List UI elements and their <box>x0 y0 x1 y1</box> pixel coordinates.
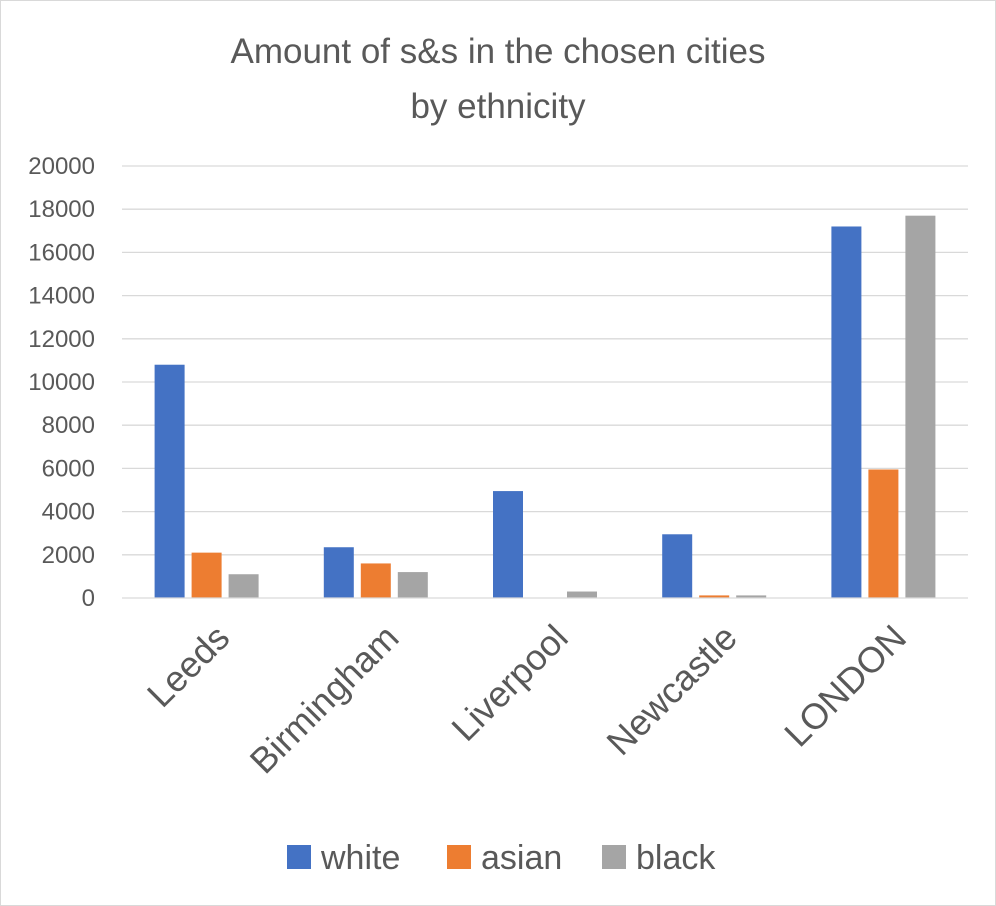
x-tick-label: LONDON <box>776 617 914 755</box>
chart-title-line-2: by ethnicity <box>410 87 586 126</box>
bar-asian-leeds <box>191 552 222 598</box>
y-tick-label: 10000 <box>28 369 95 396</box>
y-tick-label: 18000 <box>28 196 95 223</box>
bars <box>154 215 936 599</box>
y-tick-label: 20000 <box>28 153 95 180</box>
y-tick-label: 12000 <box>28 326 95 353</box>
bar-black-birmingham <box>397 572 428 598</box>
chart-title: Amount of s&s in the chosen cities by et… <box>231 32 766 126</box>
bar-black-newcastle <box>736 595 767 598</box>
legend-label-black: black <box>636 839 716 877</box>
legend-swatch-asian <box>447 845 471 869</box>
y-tick-label: 0 <box>82 585 95 612</box>
bar-white-liverpool <box>493 491 523 598</box>
x-tick-label: Birmingham <box>242 617 407 782</box>
y-axis-tick-labels: 0 2000 4000 6000 8000 10000 12000 14000 16000 180… <box>28 153 95 612</box>
bar-asian-birmingham <box>360 563 391 598</box>
y-tick-label: 4000 <box>42 499 95 526</box>
x-tick-label: Liverpool <box>443 617 575 749</box>
x-axis-tick-labels: Leeds Birmingham Liverpool Newcastle LONDON <box>139 617 914 782</box>
legend: white asian black <box>287 839 716 877</box>
bar-black-leeds <box>228 574 259 598</box>
y-tick-label: 2000 <box>42 542 95 569</box>
bar-black-london <box>905 215 936 598</box>
legend-swatch-white <box>287 845 311 869</box>
bar-white-leeds <box>154 364 185 598</box>
y-tick-label: 6000 <box>42 455 95 482</box>
bar-black-liverpool <box>567 591 597 598</box>
legend-swatch-black <box>602 845 626 869</box>
legend-label-asian: asian <box>481 839 562 877</box>
bar-asian-newcastle <box>699 595 730 598</box>
chart-title-line-1: Amount of s&s in the chosen cities <box>231 32 766 71</box>
gridlines <box>122 165 968 556</box>
bar-white-london <box>831 226 862 599</box>
bar-asian-london <box>868 469 899 598</box>
x-tick-label: Newcastle <box>598 617 744 763</box>
x-tick-label: Leeds <box>139 617 237 715</box>
bar-white-newcastle <box>662 534 693 598</box>
y-tick-label: 14000 <box>28 283 95 310</box>
legend-label-white: white <box>320 839 400 877</box>
bar-white-birmingham <box>323 547 354 598</box>
y-tick-label: 16000 <box>28 239 95 266</box>
y-tick-label: 8000 <box>42 412 95 439</box>
